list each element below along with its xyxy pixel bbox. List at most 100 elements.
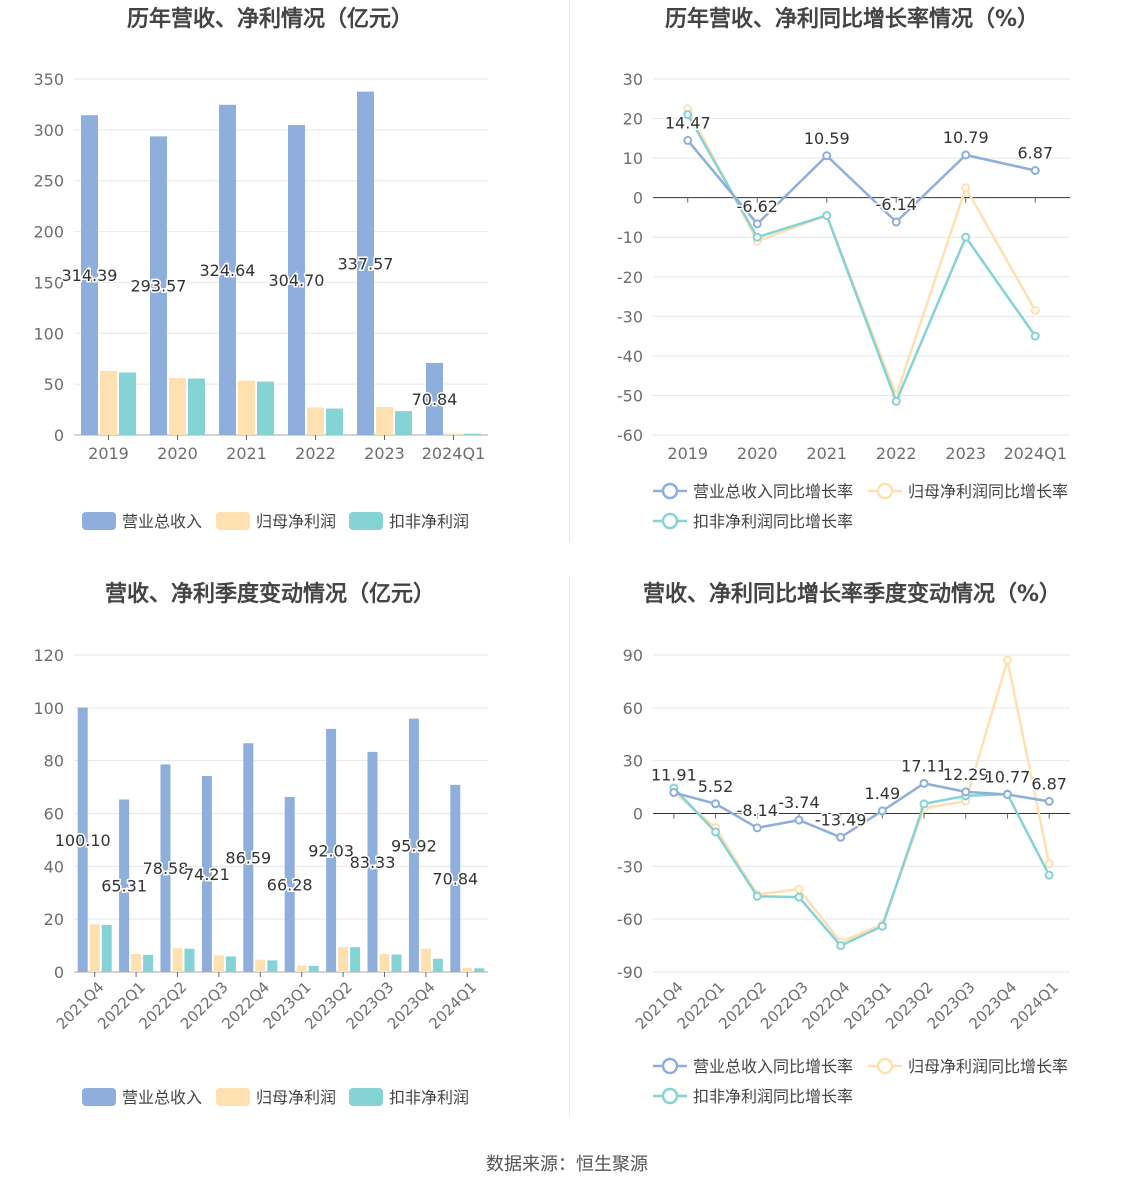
- y-tick-label: 120: [33, 646, 64, 665]
- legend-swatch: [216, 512, 250, 530]
- data-label: 10.77: [985, 768, 1031, 787]
- bar-netprofit: [445, 433, 462, 435]
- bar-revenue: [450, 784, 461, 972]
- data-label: -6.14: [876, 195, 917, 214]
- bar-revenue: [326, 728, 337, 972]
- point-netprofit: [1044, 859, 1054, 869]
- point-deducted: [836, 941, 846, 951]
- data-label: 66.28: [267, 875, 313, 894]
- y-tick-label: 30: [623, 752, 643, 771]
- point-deducted: [794, 892, 804, 902]
- quarterly-revenue-profit-chart: 营收、净利季度变动情况（亿元） 0 20 40 60 80 100 120 2021Q4 2022…: [0, 575, 567, 1150]
- line-netprofit: [673, 659, 1051, 944]
- legend-label: 扣非净利润: [389, 512, 469, 531]
- bar-revenue: [119, 799, 130, 972]
- point-netprofit: [961, 183, 971, 193]
- data-label: 337.57: [338, 254, 394, 273]
- bar-revenue: [288, 125, 305, 435]
- line-netprofit: [686, 108, 1037, 400]
- bar-revenue: [77, 707, 88, 972]
- data-label: 70.84: [412, 390, 458, 409]
- data-label: 6.87: [1017, 143, 1053, 162]
- point-revenue: [669, 788, 679, 798]
- bar-deducted: [119, 372, 136, 435]
- bar-revenue: [408, 718, 419, 972]
- legend-label: 归母净利润同比增长率: [908, 482, 1068, 501]
- bar-deducted: [267, 960, 278, 972]
- x-tick-label: 2021: [226, 444, 267, 463]
- legend-swatch: [82, 1088, 116, 1106]
- bar-netprofit: [238, 380, 255, 435]
- bar-revenue: [160, 764, 171, 972]
- point-revenue: [1030, 165, 1040, 175]
- data-label: 92.03: [308, 841, 354, 860]
- bar-revenue: [367, 751, 378, 972]
- point-revenue: [794, 815, 804, 825]
- point-deducted: [877, 921, 887, 931]
- y-tick-label: -50: [617, 386, 643, 405]
- point-revenue: [752, 219, 762, 229]
- point-deducted: [1044, 870, 1054, 880]
- chart-title: 历年营收、净利情况（亿元）: [127, 6, 413, 32]
- bar-deducted: [257, 381, 274, 435]
- line-revenue: [673, 782, 1050, 839]
- chart-title: 营收、净利季度变动情况（亿元）: [105, 581, 435, 607]
- y-tick-label: 0: [54, 426, 64, 445]
- legend-label: 营业总收入同比增长率: [693, 482, 853, 501]
- legend-swatch: [349, 512, 383, 530]
- y-tick-label: -30: [617, 857, 643, 876]
- data-label: 6.87: [1031, 774, 1067, 793]
- data-source-label: 数据来源：恒生聚源: [486, 1154, 648, 1175]
- legend-marker: [661, 1057, 679, 1075]
- point-revenue: [1044, 796, 1054, 806]
- legend-label: 营业总收入同比增长率: [693, 1057, 853, 1076]
- chart-svg: 营收、净利季度变动情况（亿元）0204060801001202021Q42022…: [33, 581, 488, 1107]
- legend-label: 扣非净利润: [389, 1088, 469, 1107]
- bar-netprofit: [89, 924, 100, 972]
- bar-netprofit: [100, 370, 117, 435]
- data-label: 11.91: [651, 766, 697, 785]
- legend-marker: [661, 512, 679, 530]
- data-label: 293.57: [131, 277, 187, 296]
- point-deducted: [711, 827, 721, 837]
- point-deducted: [1030, 331, 1040, 341]
- y-tick-label: 300: [33, 121, 64, 140]
- data-label: 83.33: [350, 853, 396, 872]
- data-label: -8.14: [737, 801, 778, 820]
- data-label: 65.31: [101, 877, 147, 896]
- chart-svg: 营收、净利同比增长率季度变动情况（%）-90-60-3003060902021Q…: [617, 581, 1070, 1106]
- point-revenue: [919, 778, 929, 788]
- bar-netprofit: [172, 948, 183, 972]
- point-deducted: [683, 110, 693, 120]
- x-tick-label: 2020: [157, 444, 198, 463]
- point-deducted: [961, 232, 971, 242]
- bar-netprofit: [169, 378, 186, 435]
- bar-revenue: [201, 775, 212, 972]
- legend-marker: [661, 482, 679, 500]
- point-revenue: [961, 787, 971, 797]
- y-tick-label: 40: [44, 857, 64, 876]
- legend-label: 营业总收入: [122, 512, 202, 531]
- annual-growth-rate-chart: 历年营收、净利同比增长率情况（%） -60 -50 -40 -30 -20 -10 0 10 20…: [567, 0, 1134, 575]
- data-label: 100.10: [55, 831, 111, 850]
- y-tick-label: -60: [617, 910, 643, 929]
- legend-marker: [876, 482, 894, 500]
- legend-label: 扣非净利润同比增长率: [693, 1087, 853, 1106]
- point-revenue: [683, 135, 693, 145]
- y-tick-label: 30: [623, 70, 643, 89]
- point-revenue: [822, 151, 832, 161]
- y-tick-label: 0: [54, 963, 64, 982]
- legend-swatch: [82, 512, 116, 530]
- legend-label: 扣非净利润同比增长率: [693, 512, 853, 531]
- legend-marker: [876, 1057, 894, 1075]
- bar-netprofit: [379, 954, 390, 972]
- chart-title: 营收、净利同比增长率季度变动情况（%）: [643, 581, 1061, 607]
- bar-revenue: [284, 796, 295, 972]
- point-deducted: [822, 210, 832, 220]
- y-tick-label: 90: [623, 646, 643, 665]
- bar-deducted: [395, 411, 412, 435]
- data-label: 74.21: [184, 865, 230, 884]
- bar-deducted: [188, 378, 205, 435]
- annual-revenue-profit-chart: 历年营收、净利情况（亿元） 0 50 100 150 200 250 300 350 2019 20…: [0, 0, 567, 575]
- y-tick-label: 100: [33, 699, 64, 718]
